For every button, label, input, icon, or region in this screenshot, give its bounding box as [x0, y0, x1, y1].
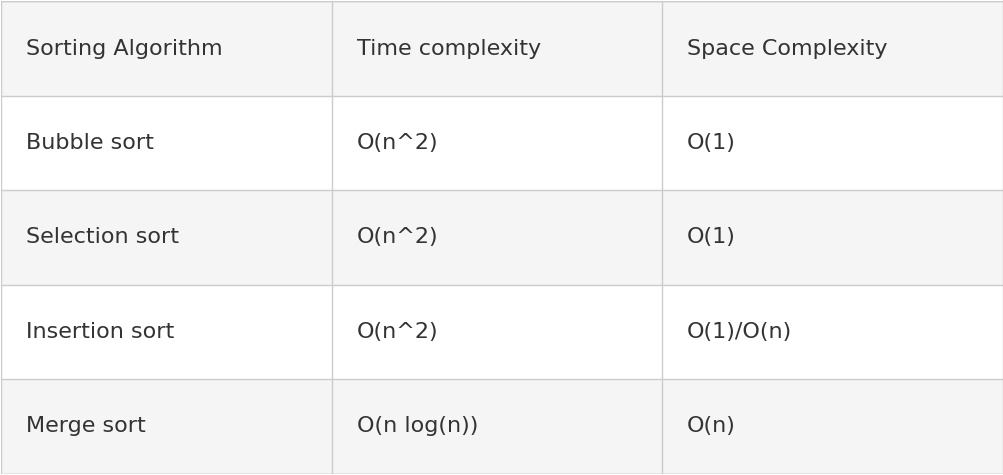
- Text: O(n^2): O(n^2): [356, 133, 438, 153]
- Bar: [1, 379, 331, 474]
- Bar: [331, 379, 662, 474]
- Bar: [1, 96, 331, 190]
- Text: Space Complexity: Space Complexity: [686, 38, 887, 58]
- Text: O(n): O(n): [686, 417, 735, 437]
- Bar: [1, 1, 331, 96]
- Text: O(1): O(1): [686, 133, 735, 153]
- Text: Sorting Algorithm: Sorting Algorithm: [26, 38, 223, 58]
- Text: O(n^2): O(n^2): [356, 322, 438, 342]
- Text: Time complexity: Time complexity: [356, 38, 541, 58]
- Text: Merge sort: Merge sort: [26, 417, 146, 437]
- Bar: [662, 285, 1002, 379]
- Bar: [331, 285, 662, 379]
- Bar: [662, 1, 1002, 96]
- Bar: [1, 285, 331, 379]
- Text: O(1)/O(n): O(1)/O(n): [686, 322, 791, 342]
- Text: O(1): O(1): [686, 228, 735, 247]
- Bar: [662, 96, 1002, 190]
- Text: Insertion sort: Insertion sort: [26, 322, 175, 342]
- Text: Selection sort: Selection sort: [26, 228, 180, 247]
- Bar: [331, 1, 662, 96]
- Bar: [662, 190, 1002, 285]
- Bar: [662, 379, 1002, 474]
- Text: O(n^2): O(n^2): [356, 228, 438, 247]
- Text: Bubble sort: Bubble sort: [26, 133, 154, 153]
- Bar: [331, 96, 662, 190]
- Bar: [331, 190, 662, 285]
- Text: O(n log(n)): O(n log(n)): [356, 417, 477, 437]
- Bar: [1, 190, 331, 285]
